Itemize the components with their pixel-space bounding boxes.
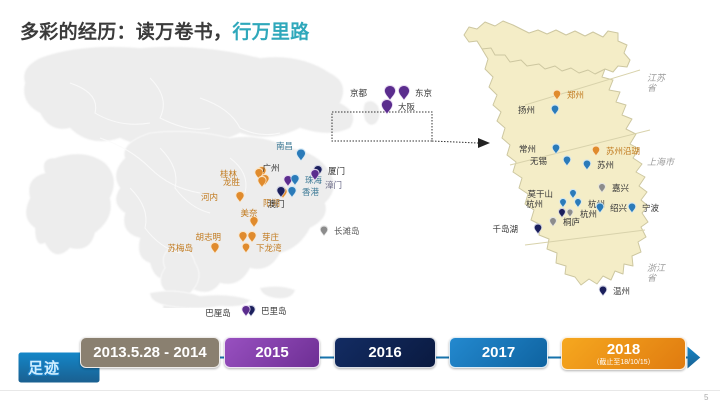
svg-text:桐庐: 桐庐 — [563, 217, 580, 227]
svg-text:杭州: 杭州 — [526, 199, 543, 209]
svg-text:温州: 温州 — [613, 286, 630, 296]
svg-text:芽庄: 芽庄 — [262, 232, 280, 242]
svg-text:常州: 常州 — [519, 144, 536, 154]
svg-text:美奈: 美奈 — [240, 208, 258, 218]
svg-text:扬州: 扬州 — [518, 105, 535, 115]
svg-text:漳门: 漳门 — [325, 180, 342, 190]
svg-text:苏梅岛: 苏梅岛 — [167, 243, 193, 253]
svg-text:莫干山: 莫干山 — [527, 189, 553, 199]
svg-text:香港: 香港 — [302, 187, 320, 197]
svg-text:河内: 河内 — [201, 192, 218, 202]
svg-text:下龙湾: 下龙湾 — [256, 243, 282, 253]
svg-text:厦门: 厦门 — [328, 166, 345, 176]
svg-text:嘉兴: 嘉兴 — [612, 183, 630, 193]
svg-text:长滩岛: 长滩岛 — [334, 226, 360, 236]
svg-text:广州: 广州 — [262, 163, 279, 173]
svg-text:苏州沿瑚: 苏州沿瑚 — [606, 146, 640, 156]
svg-text:宁波: 宁波 — [642, 203, 660, 213]
svg-text:苏州: 苏州 — [597, 160, 614, 170]
svg-text:南昌: 南昌 — [276, 141, 293, 151]
svg-text:龙胜: 龙胜 — [223, 177, 241, 187]
svg-text:胡志明: 胡志明 — [195, 232, 221, 242]
svg-text:杭州: 杭州 — [580, 209, 597, 219]
svg-text:巴里岛: 巴里岛 — [261, 306, 287, 316]
svg-text:绍兴: 绍兴 — [610, 203, 628, 213]
svg-text:郑州: 郑州 — [567, 90, 584, 100]
svg-text:澳门: 澳门 — [267, 199, 284, 209]
svg-text:千岛湖: 千岛湖 — [492, 224, 518, 234]
svg-text:巴厘岛: 巴厘岛 — [205, 308, 231, 318]
svg-text:无锡: 无锡 — [530, 156, 548, 166]
